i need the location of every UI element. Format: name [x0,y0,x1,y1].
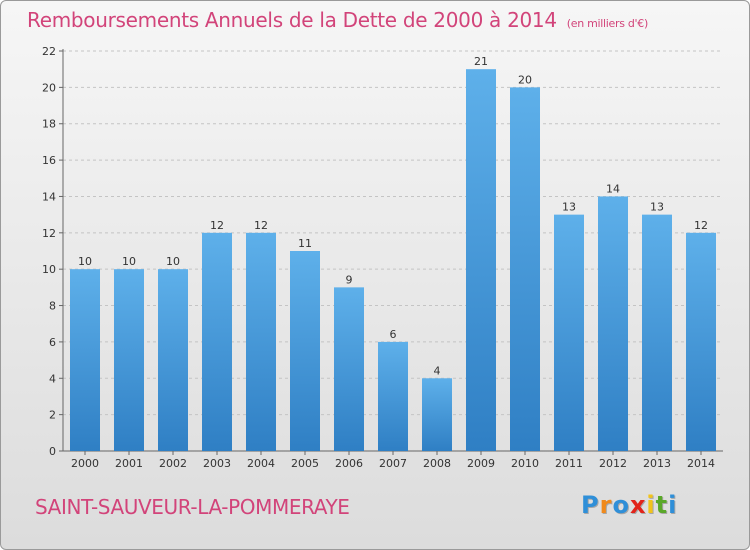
data-label: 10 [122,255,136,268]
bar [114,269,144,451]
y-tick-label: 14 [42,190,56,203]
x-tick-label: 2007 [379,457,407,470]
x-tick-label: 2003 [203,457,231,470]
y-tick-label: 16 [42,154,56,167]
chart-title: Remboursements Annuels de la Dette de 20… [27,8,648,32]
bar [290,251,320,451]
x-tick-label: 2011 [555,457,583,470]
x-tick-label: 2009 [467,457,495,470]
data-label: 14 [606,182,620,195]
data-label: 6 [390,328,397,341]
chart-title-text: Remboursements Annuels de la Dette de 20… [27,8,557,32]
y-tick-label: 18 [42,118,56,131]
bar [246,232,276,451]
data-label: 11 [298,237,312,250]
data-label: 20 [518,73,532,86]
bar [158,269,188,451]
bar [70,269,100,451]
bars [70,69,716,451]
data-label: 13 [650,201,664,214]
bar [378,341,408,451]
bar [510,87,540,451]
bar [642,214,672,451]
data-label: 12 [210,219,224,232]
x-tick-label: 2000 [71,457,99,470]
proxiti-logo: Proxiti [581,491,677,519]
y-tick-label: 4 [49,372,56,385]
x-tick-label: 2004 [247,457,275,470]
bar [422,378,452,451]
data-label: 12 [694,219,708,232]
x-tick-label: 2005 [291,457,319,470]
labels: 0 2 4 6 8 10 12 14 16 18 20 22 10 2000 10 2001 10 2002 12 2… [42,45,715,470]
x-tick-label: 2006 [335,457,363,470]
x-tick-label: 2010 [511,457,539,470]
bar [554,214,584,451]
bar [466,69,496,451]
y-tick-label: 8 [49,300,56,313]
bar [686,232,716,451]
y-tick-label: 0 [49,445,56,458]
unit-note: (en milliers d'€) [566,17,648,30]
data-label: 9 [346,273,353,286]
logo-letter: i [646,491,656,519]
bar [598,196,628,451]
x-tick-label: 2014 [687,457,715,470]
x-tick-label: 2013 [643,457,671,470]
bar [202,232,232,451]
bar [334,287,364,451]
logo-letter: r [599,491,613,519]
y-tick-label: 6 [49,336,56,349]
data-label: 10 [166,255,180,268]
data-label: 21 [474,55,488,68]
y-tick-label: 22 [42,45,56,58]
logo-letter: x [629,491,647,519]
x-tick-label: 2012 [599,457,627,470]
commune-name: SAINT-SAUVEUR-LA-POMMERAYE [35,495,350,519]
y-tick-label: 2 [49,409,56,422]
data-label: 12 [254,219,268,232]
logo-letter: t [655,491,669,519]
x-tick-label: 2008 [423,457,451,470]
y-tick-label: 10 [42,263,56,276]
logo-letter: P [581,491,600,519]
x-tick-label: 2001 [115,457,143,470]
x-tick-label: 2002 [159,457,187,470]
data-label: 4 [434,364,441,377]
data-label: 13 [562,201,576,214]
logo-letter: i [668,491,678,519]
y-tick-label: 12 [42,227,56,240]
data-label: 10 [78,255,92,268]
y-tick-label: 20 [42,81,56,94]
logo-letter: o [612,491,630,519]
